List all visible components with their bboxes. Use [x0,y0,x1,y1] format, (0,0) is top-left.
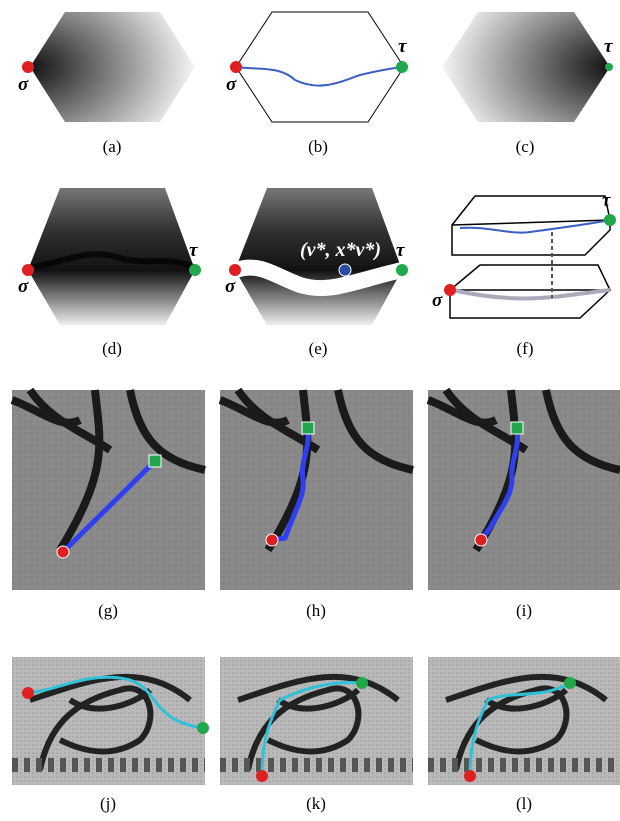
target-dot [396,61,408,73]
hexagon [30,12,195,122]
source-label: σ [226,74,237,95]
shape [266,534,278,546]
shape [197,722,209,734]
panel-caption: (c) [516,137,535,156]
image-panel [428,390,620,590]
image-panel [428,657,620,785]
panel-caption: (k) [306,794,326,813]
shape [464,770,476,782]
panel-caption: (j) [100,794,116,813]
panel-caption: (d) [102,339,122,358]
target-label: τ [602,190,611,211]
target-label: τ [189,240,198,261]
target-dot [604,214,616,226]
source-dot [230,61,242,73]
panel-caption: (a) [103,137,122,156]
panel-caption: (h) [306,601,326,620]
image-panel [220,657,413,785]
shape [12,390,205,590]
hexagon [236,12,404,122]
panel-caption: (l) [516,794,532,813]
shape [149,455,161,467]
source-dot [22,264,34,276]
panel-caption: (b) [308,137,328,156]
source-label: σ [225,276,236,297]
upper-slab [452,196,610,255]
source-dot [22,61,34,73]
source-dot [444,284,456,296]
shape [511,422,523,434]
target-label: τ [604,36,613,57]
source-label: σ [18,74,29,95]
source-label: σ [18,276,29,297]
target-dot [189,264,201,276]
figure: σ (a) σ τ (b) τ (c) σ τ (d) (ν*, x*ν*) σ… [0,0,620,821]
shape [564,677,576,689]
target-dot [605,63,613,71]
source-label: σ [432,290,443,311]
page: Figure html,body{margin:0;padding:0;back… [0,0,620,821]
panel-caption: (f) [517,339,534,358]
shape [428,390,620,590]
shape [356,677,368,689]
target-dot [396,264,408,276]
source-dot [229,264,241,276]
min-point [339,264,351,276]
panel-caption: (i) [516,601,532,620]
target-label: τ [396,240,405,261]
point-label: (ν*, x*ν*) [300,239,381,261]
shape [220,390,413,590]
image-panel [220,390,413,590]
shape [57,546,69,558]
image-panel [12,390,205,590]
panel-caption: (e) [309,339,328,358]
shape [22,687,34,699]
panel-caption: (g) [98,601,118,620]
body: {"panels":[ {"label":"(a)","source":"σ"}… [0,0,620,821]
shape [256,770,268,782]
shape [475,534,487,546]
image-panel [12,657,209,785]
target-label: τ [398,36,407,57]
hexagon [442,12,610,122]
shape [302,422,314,434]
